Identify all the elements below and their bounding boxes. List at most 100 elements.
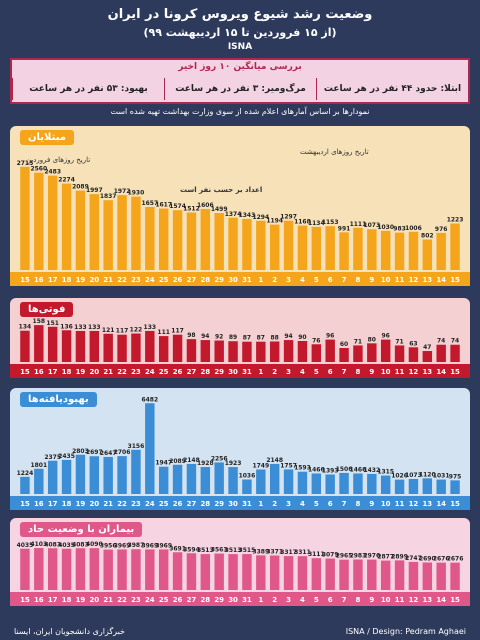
critical-tick-label: 6 (328, 596, 333, 604)
infected-value-label: 1134 (308, 220, 325, 227)
critical-tick-label: 26 (173, 596, 183, 604)
recovered-value-label: 1120 (419, 471, 436, 478)
infected-bar (61, 183, 72, 270)
recovered-tick-label: 2 (272, 500, 277, 508)
infected-bar (394, 232, 405, 270)
recovered-bar (450, 480, 460, 494)
deaths-value-label: 94 (284, 333, 292, 340)
infected-bar (339, 232, 349, 270)
summary-infected: ابتلا: حدود ۴۴ نفر در هر ساعت (316, 78, 468, 100)
infected-bar (186, 212, 197, 270)
critical-tick-label: 1 (258, 596, 263, 604)
deaths-tick-label: 20 (89, 368, 99, 376)
deaths-tick-label: 11 (395, 368, 405, 376)
deaths-tick-label: 30 (228, 368, 238, 376)
critical-value-label: 3111 (308, 551, 325, 558)
recovered-tick-label: 23 (131, 500, 141, 508)
deaths-value-label: 121 (102, 327, 115, 334)
critical-value-label: 2877 (377, 554, 394, 561)
recovered-value-label: 2803 (72, 448, 89, 455)
recovered-value-label: 2647 (100, 450, 117, 457)
deaths-tick-label: 25 (159, 368, 169, 376)
deaths-bar (47, 326, 58, 362)
infected-tick-label: 6 (328, 276, 333, 284)
infected-bar (47, 175, 58, 270)
deaths-bar (408, 347, 419, 362)
deaths-tick-label: 1 (258, 368, 263, 376)
deaths-bar (367, 343, 377, 362)
infected-bar (380, 230, 391, 270)
critical-bar (242, 554, 252, 590)
critical-bar (145, 549, 155, 590)
summary-deaths: مرگ‌ومیر: ۳ نفر در هر ساعت (164, 78, 316, 100)
deaths-bar (353, 345, 363, 362)
critical-tick-label: 25 (159, 596, 169, 604)
deaths-value-label: 117 (116, 328, 129, 335)
recovered-tick-label: 31 (242, 500, 252, 508)
summary-recovered: بهبود: ۵۳ نفر در هر ساعت (12, 78, 164, 100)
recovered-value-label: 1593 (294, 465, 311, 472)
infected-bar (353, 227, 363, 270)
critical-value-label: 3311 (294, 549, 311, 556)
deaths-tick-label: 17 (48, 368, 58, 376)
critical-bar (131, 549, 141, 590)
deaths-bar (117, 334, 127, 362)
recovered-tick-label: 1 (258, 500, 263, 508)
deaths-bar (172, 334, 183, 362)
recovered-value-label: 2697 (86, 449, 103, 456)
deaths-value-label: 76 (312, 337, 320, 344)
recovered-bar (89, 456, 100, 494)
recovered-bar (75, 454, 86, 494)
critical-value-label: 2690 (419, 556, 436, 563)
deaths-value-label: 96 (382, 333, 390, 340)
deaths-bar (269, 341, 280, 362)
critical-bar (20, 548, 30, 590)
critical-tick-label: 28 (200, 596, 210, 604)
infected-tick-label: 9 (369, 276, 374, 284)
deaths-tick-label: 14 (436, 368, 446, 376)
deaths-value-label: 47 (423, 344, 431, 351)
infected-chart: 2715152560162483172274182089191997201837… (10, 160, 470, 286)
critical-tick-label: 4 (300, 596, 305, 604)
infected-tick-label: 1 (258, 276, 263, 284)
infected-label: مبتلایان (20, 130, 74, 145)
critical-value-label: 3969 (155, 542, 172, 549)
deaths-value-label: 89 (229, 334, 237, 341)
infected-bar (131, 196, 141, 270)
recovered-bar (61, 459, 72, 494)
deaths-tick-label: 3 (286, 368, 291, 376)
infected-tick-label: 12 (409, 276, 419, 284)
infected-bar (422, 239, 433, 270)
deaths-value-label: 63 (409, 340, 417, 347)
deaths-tick-label: 26 (173, 368, 183, 376)
recovered-value-label: 1466 (350, 466, 367, 473)
recovered-tick-label: 30 (228, 500, 238, 508)
critical-value-label: 3969 (114, 542, 131, 549)
deaths-label: فوتی‌ها (20, 302, 74, 317)
critical-bar (339, 559, 349, 590)
infected-tick-label: 16 (34, 276, 44, 284)
infected-value-label: 802 (421, 233, 434, 240)
critical-bar (422, 562, 433, 590)
deaths-value-label: 111 (157, 329, 170, 336)
critical-value-label: 2965 (336, 553, 353, 560)
deaths-bar (311, 344, 322, 362)
recovered-value-label: 1466 (308, 466, 325, 473)
infected-bar (200, 208, 211, 270)
deaths-chart: 1341515816151171361813319133201212111722… (10, 318, 470, 378)
recovered-bar (297, 471, 308, 494)
infected-value-label: 1168 (294, 219, 311, 226)
recovered-value-label: 1432 (363, 467, 380, 474)
infected-tick-label: 5 (314, 276, 319, 284)
recovered-tick-label: 25 (159, 500, 169, 508)
critical-tick-label: 17 (48, 596, 58, 604)
deaths-value-label: 71 (395, 338, 403, 345)
infected-bar (145, 207, 155, 270)
summary-box: بررسی میانگین ۱۰ روز اخیر ابتلا: حدود ۴۴… (10, 58, 470, 104)
critical-tick-label: 18 (62, 596, 72, 604)
critical-bar (61, 548, 72, 590)
recovered-tick-label: 18 (62, 500, 72, 508)
infected-value-label: 991 (338, 225, 351, 232)
recovered-tick-label: 3 (286, 500, 291, 508)
critical-tick-label: 8 (356, 596, 361, 604)
